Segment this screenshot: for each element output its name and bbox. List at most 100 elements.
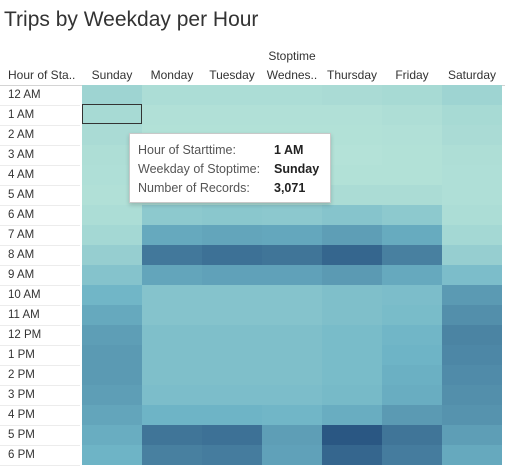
heatmap-cell[interactable] [142,265,202,285]
heatmap-cell[interactable] [322,105,382,125]
heatmap-cell[interactable] [142,85,202,105]
heatmap-cell[interactable] [322,305,382,325]
heatmap-cell[interactable] [82,265,142,285]
heatmap-cell[interactable] [382,205,442,225]
heatmap-cell[interactable] [322,225,382,245]
heatmap-cell[interactable] [142,305,202,325]
heatmap-cell[interactable] [82,225,142,245]
heatmap-cell[interactable] [382,285,442,305]
heatmap-cell[interactable] [382,325,442,345]
heatmap-cell[interactable] [262,245,322,265]
heatmap-cell[interactable] [442,105,502,125]
heatmap-cell[interactable] [82,285,142,305]
heatmap-cell[interactable] [382,385,442,405]
heatmap-cell[interactable] [322,365,382,385]
heatmap-cell[interactable] [382,105,442,125]
heatmap-cell[interactable] [262,445,322,465]
heatmap-cell[interactable] [202,385,262,405]
heatmap-cell[interactable] [382,125,442,145]
heatmap-cell[interactable] [262,85,322,105]
heatmap-cell[interactable] [202,285,262,305]
heatmap-cell[interactable] [442,205,502,225]
heatmap-cell[interactable] [82,385,142,405]
heatmap-cell[interactable] [262,105,322,125]
heatmap-cell[interactable] [202,345,262,365]
heatmap-cell[interactable] [322,245,382,265]
heatmap-cell[interactable] [262,305,322,325]
heatmap-cell[interactable] [262,205,322,225]
heatmap-cell[interactable] [142,445,202,465]
heatmap-cell[interactable] [382,305,442,325]
heatmap-cell[interactable] [82,125,142,145]
heatmap-cell[interactable] [262,385,322,405]
heatmap-cell[interactable] [202,245,262,265]
heatmap-cell[interactable] [382,185,442,205]
heatmap-cell[interactable] [382,85,442,105]
heatmap-cell[interactable] [142,385,202,405]
heatmap-cell[interactable] [442,445,502,465]
heatmap-cell[interactable] [382,245,442,265]
heatmap-cell[interactable] [442,125,502,145]
heatmap-cell[interactable] [82,445,142,465]
heatmap-cell[interactable] [322,385,382,405]
heatmap-cell[interactable] [142,325,202,345]
heatmap-cell[interactable] [442,285,502,305]
heatmap-cell[interactable] [322,165,382,185]
heatmap-cell[interactable] [262,425,322,445]
heatmap-cell[interactable] [82,405,142,425]
heatmap-cell[interactable] [82,165,142,185]
heatmap-cell[interactable] [142,285,202,305]
heatmap-cell[interactable] [82,145,142,165]
heatmap-cell[interactable] [202,105,262,125]
heatmap-cell[interactable] [322,125,382,145]
heatmap-cell[interactable] [82,345,142,365]
heatmap-cell[interactable] [442,365,502,385]
heatmap-cell[interactable] [82,205,142,225]
heatmap-cell[interactable] [262,365,322,385]
heatmap-cell[interactable] [202,325,262,345]
heatmap-cell[interactable] [322,205,382,225]
heatmap-cell[interactable] [202,365,262,385]
heatmap-cell[interactable] [202,85,262,105]
heatmap-cell[interactable] [322,285,382,305]
heatmap-cell[interactable] [382,405,442,425]
heatmap-cell[interactable] [142,425,202,445]
heatmap-cell[interactable] [202,205,262,225]
heatmap-cell[interactable] [382,265,442,285]
heatmap-cell[interactable] [142,405,202,425]
heatmap-cell[interactable] [322,265,382,285]
heatmap-cell[interactable] [442,265,502,285]
heatmap-cell[interactable] [442,325,502,345]
heatmap-cell[interactable] [202,305,262,325]
heatmap-cell[interactable] [82,245,142,265]
heatmap-cell[interactable] [322,185,382,205]
heatmap-cell[interactable] [322,145,382,165]
heatmap-cell[interactable] [442,405,502,425]
heatmap-cell[interactable] [82,425,142,445]
heatmap-cell[interactable] [202,445,262,465]
heatmap-cell[interactable] [442,225,502,245]
heatmap-cell[interactable] [262,225,322,245]
heatmap-cell[interactable] [142,345,202,365]
heatmap-cell[interactable] [82,325,142,345]
heatmap-cell[interactable] [382,425,442,445]
heatmap-cell[interactable] [262,405,322,425]
heatmap-cell[interactable] [442,305,502,325]
heatmap-cell[interactable] [382,225,442,245]
heatmap-cell[interactable] [202,265,262,285]
heatmap-cell[interactable] [202,405,262,425]
heatmap-cell[interactable] [322,85,382,105]
heatmap-cell[interactable] [382,345,442,365]
heatmap-cell[interactable] [262,325,322,345]
heatmap-cell[interactable] [82,185,142,205]
heatmap-cell[interactable] [322,325,382,345]
heatmap-cell[interactable] [142,245,202,265]
heatmap-cell[interactable] [82,85,142,105]
heatmap-cell[interactable] [442,245,502,265]
heatmap-cell[interactable] [442,185,502,205]
heatmap-cell[interactable] [442,385,502,405]
heatmap-cell[interactable] [382,145,442,165]
heatmap-cell[interactable] [82,105,142,125]
heatmap-cell[interactable] [142,225,202,245]
heatmap-cell[interactable] [142,105,202,125]
